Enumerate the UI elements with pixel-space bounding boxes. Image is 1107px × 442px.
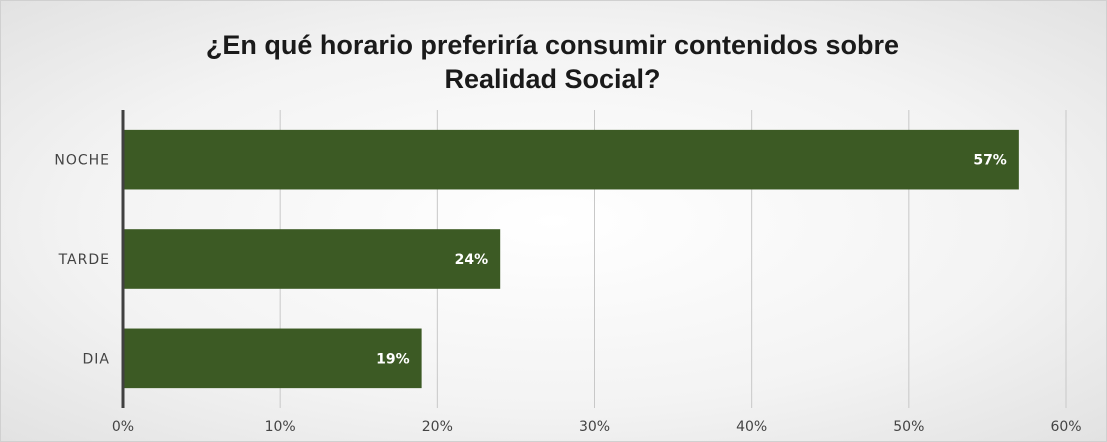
data-label: 19% <box>376 351 410 367</box>
bar-tarde <box>123 229 501 289</box>
x-tick-label: 50% <box>893 419 924 435</box>
x-tick-label: 10% <box>265 419 296 435</box>
category-label: DIA <box>83 351 111 367</box>
bar-dia <box>123 328 422 389</box>
category-label: NOCHE <box>54 153 110 169</box>
x-tick-label: 20% <box>422 419 453 435</box>
data-label: 57% <box>973 153 1007 169</box>
chart-title-line-1: ¿En qué horario preferiría consumir cont… <box>205 30 900 60</box>
category-label: TARDE <box>58 252 110 268</box>
x-tick-label: 40% <box>736 419 767 435</box>
bar-noche <box>123 129 1019 190</box>
labels: 0% 10% 20% 30% 40% 50% 60% NOCHE 57% TARDE 24% DIA 1… <box>54 153 1081 435</box>
chart-title-line-2: Realidad Social? <box>444 64 661 94</box>
bars <box>123 129 1019 389</box>
chart-title: ¿En qué horario preferiría consumir cont… <box>0 28 1105 96</box>
x-tick-label: 0% <box>112 419 134 435</box>
data-label: 24% <box>455 252 489 268</box>
x-tick-label: 30% <box>579 419 610 435</box>
x-tick-label: 60% <box>1050 419 1081 435</box>
